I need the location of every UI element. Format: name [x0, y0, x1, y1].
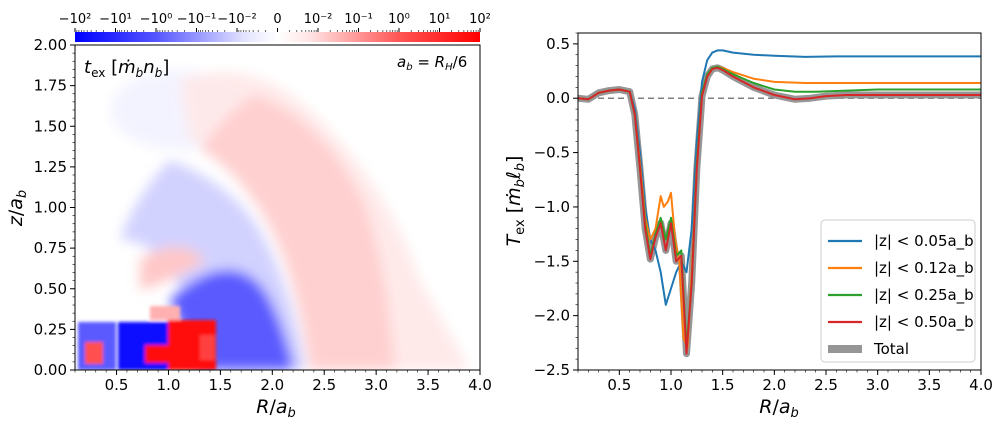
- legend: |z| < 0.05a_b |z| < 0.12a_b |z| < 0.25a_b |…: [820, 219, 976, 363]
- heatmap-panel: 0.5 1.0 1.5 2.0 2.5 3.0 3.5 4.0 0.00 0.25 0.50 0.7…: [5, 36, 492, 421]
- line-x-tick-label: 3.5: [917, 376, 941, 394]
- line-y-tick-label: 0.0: [546, 89, 570, 107]
- line-x-tick-label: 2.0: [762, 376, 786, 394]
- line-x-axis-ticks: 0.5 1.0 1.5 2.0 2.5 3.0 3.5 4.0: [607, 370, 993, 394]
- heatmap-x-axis-label: R/ab: [256, 396, 296, 421]
- colorbar-tick-label: 10⁻²: [304, 12, 333, 27]
- line-x-tick-label: 1.5: [711, 376, 735, 394]
- heatmap-y-axis-label: z/ab: [5, 190, 30, 227]
- line-x-tick-label: 2.5: [814, 376, 838, 394]
- heatmap-x-tick-label: 3.5: [416, 376, 440, 394]
- line-y-tick-label: 0.5: [546, 35, 570, 53]
- line-x-axis-label: R/ab: [759, 396, 799, 421]
- series-line-z3: [578, 66, 981, 355]
- series-lines: [578, 49, 981, 358]
- heatmap-y-tick-label: 2.00: [34, 36, 67, 54]
- heatmap-image: [75, 45, 480, 370]
- colorbar-tick-label: −10⁻²: [217, 12, 257, 27]
- heatmap-inner-structure: [78, 306, 216, 370]
- heatmap-field: [110, 70, 470, 370]
- colorbar-tick-label: −10¹: [99, 12, 132, 27]
- heatmap-y-tick-label: 1.25: [34, 158, 67, 176]
- line-y-axis-ticks: −2.5 −2.0 −1.5 −1.0 −0.5 0.0 0.5: [534, 35, 578, 379]
- colorbar-tick-label: 0: [273, 12, 281, 27]
- heatmap-x-tick-label: 2.5: [312, 376, 336, 394]
- line-minor-ticks: [575, 32, 982, 373]
- heatmap-x-axis-ticks: 0.5 1.0 1.5 2.0 2.5 3.0 3.5 4.0: [105, 370, 492, 394]
- heatmap-x-tick-label: 1.0: [157, 376, 181, 394]
- line-y-tick-label: −1.5: [534, 252, 570, 270]
- heatmap-x-tick-label: 4.0: [468, 376, 492, 394]
- heatmap-x-tick-label: 3.0: [364, 376, 388, 394]
- colorbar-tick-label: −10²: [59, 12, 92, 27]
- line-y-tick-label: −1.0: [534, 198, 570, 216]
- heatmap-y-axis-ticks: 0.00 0.25 0.50 0.75 1.00 1.25 1.50 1.75 2.00: [34, 36, 75, 379]
- heatmap-x-tick-label: 1.5: [208, 376, 232, 394]
- line-x-tick-label: 1.0: [659, 376, 683, 394]
- heatmap-y-tick-label: 0.00: [34, 361, 67, 379]
- colorbar-tick-label: 10¹: [429, 12, 451, 27]
- colorbar-tick-label: −10⁰: [140, 12, 173, 27]
- heatmap-y-tick-label: 0.75: [34, 239, 67, 257]
- line-x-tick-label: 0.5: [607, 376, 631, 394]
- line-x-tick-label: 4.0: [969, 376, 993, 394]
- colorbar-tick-label: 10⁻¹: [344, 12, 373, 27]
- line-panel: 0.5 1.0 1.5 2.0 2.5 3.0 3.5 4.0 −2.5 −2.0 −1.5 −1.…: [503, 32, 993, 421]
- colorbar-ticks: −10² −10¹ −10⁰ −10⁻¹ −10⁻² 0 10⁻² 10⁻¹ 10⁰ 10¹ 10²: [59, 12, 491, 32]
- legend-label: |z| < 0.25a_b: [874, 286, 974, 305]
- heatmap-x-tick-label: 2.0: [260, 376, 284, 394]
- colorbar-gradient: [75, 32, 480, 42]
- heatmap-y-tick-label: 0.25: [34, 320, 67, 338]
- line-y-tick-label: −2.5: [534, 361, 570, 379]
- heatmap-y-tick-label: 1.50: [34, 117, 67, 135]
- legend-label: |z| < 0.05a_b: [874, 232, 974, 251]
- heatmap-annotation: ab = RH/6: [397, 53, 467, 73]
- line-y-axis-label: Tex [ṁbℓb]: [503, 156, 528, 247]
- legend-box: [820, 219, 976, 363]
- colorbar-tick-label: 10⁰: [388, 12, 410, 27]
- line-y-tick-label: −2.0: [534, 307, 570, 325]
- heatmap-panel-label: tex [ṁbnb]: [84, 57, 169, 80]
- colorbar: −10² −10¹ −10⁰ −10⁻¹ −10⁻² 0 10⁻² 10⁻¹ 10⁰ 10¹ 10²: [59, 12, 491, 42]
- heatmap-minor-ticks: [72, 44, 481, 373]
- line-x-tick-label: 3.0: [866, 376, 890, 394]
- heatmap-y-tick-label: 0.50: [34, 280, 67, 298]
- legend-label: |z| < 0.12a_b: [874, 259, 974, 278]
- heatmap-y-tick-label: 1.00: [34, 199, 67, 217]
- colorbar-tick-label: 10²: [469, 12, 491, 27]
- heatmap-x-tick-label: 0.5: [105, 376, 129, 394]
- legend-items: |z| < 0.05a_b |z| < 0.12a_b |z| < 0.25a_b |…: [828, 232, 974, 358]
- colorbar-tick-label: −10⁻¹: [177, 12, 217, 27]
- heatmap-y-tick-label: 1.75: [34, 77, 67, 95]
- legend-label: Total: [873, 340, 909, 358]
- line-y-tick-label: −0.5: [534, 144, 570, 162]
- legend-label: |z| < 0.50a_b: [874, 313, 974, 332]
